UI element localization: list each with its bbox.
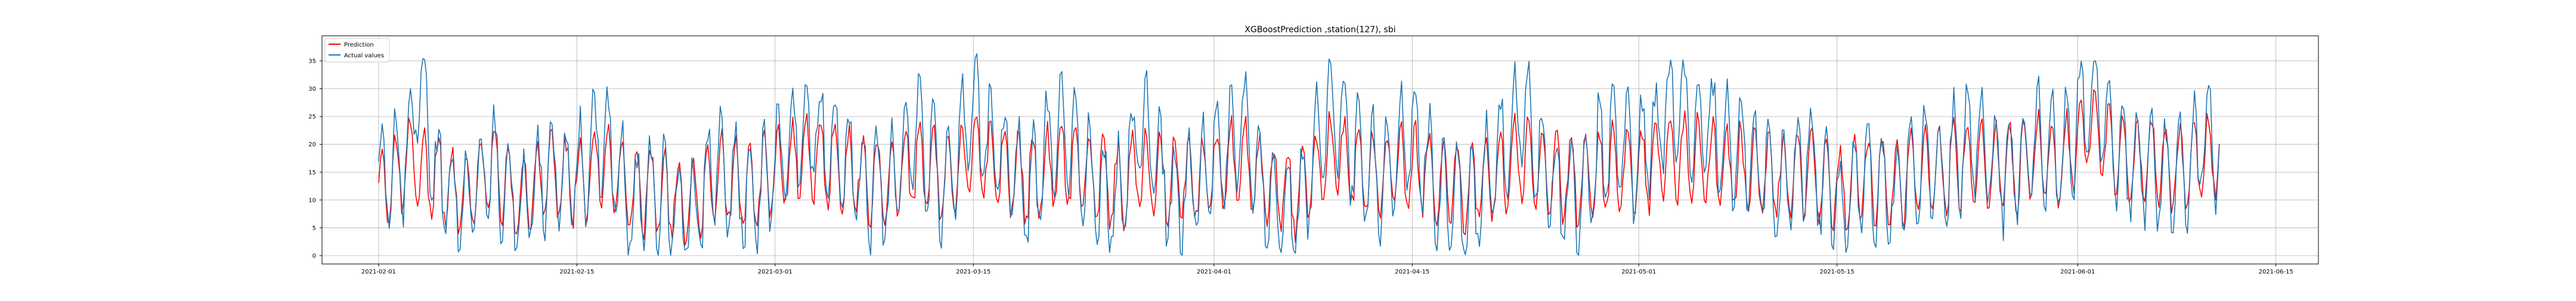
y-tick-label: 10 — [308, 197, 316, 204]
plot-area-frame — [321, 35, 2319, 265]
legend-label-prediction: Prediction — [344, 42, 374, 48]
y-tick-label: 0 — [312, 253, 316, 260]
y-axis: 0 5 10 15 20 25 30 35 — [308, 58, 322, 260]
legend-label-actual-values: Actual values — [344, 53, 384, 59]
x-tick-label: 2021-04-15 — [1395, 269, 1429, 275]
x-tick-label: 2021-05-15 — [1820, 269, 1854, 275]
x-tick-label: 2021-04-01 — [1197, 269, 1231, 275]
y-tick-label: 15 — [308, 170, 316, 176]
legend: Prediction Actual values — [324, 38, 390, 63]
series-line-actual-values — [378, 53, 2220, 256]
series-layer — [378, 53, 2220, 256]
x-tick-label: 2021-03-01 — [758, 269, 792, 275]
y-tick-label: 20 — [308, 142, 316, 148]
x-tick-label: 2021-06-01 — [2060, 269, 2095, 275]
x-tick-label: 2021-02-01 — [361, 269, 396, 275]
x-axis: 2021-02-01 2021-02-15 2021-03-01 2021-03-15… — [361, 264, 2293, 275]
y-tick-label: 5 — [312, 225, 316, 232]
y-tick-label: 30 — [308, 86, 316, 93]
x-tick-label: 2021-02-15 — [559, 269, 594, 275]
series-line-prediction — [378, 89, 2220, 246]
chart-title: XGBoostPrediction ,station(127), sbi — [1244, 25, 1395, 35]
x-tick-label: 2021-06-15 — [2259, 269, 2293, 275]
y-tick-label: 25 — [308, 114, 316, 121]
legend-box — [324, 38, 390, 63]
x-tick-label: 2021-03-15 — [956, 269, 990, 275]
x-tick-label: 2021-05-01 — [1621, 269, 1656, 275]
y-tick-label: 35 — [308, 58, 316, 64]
